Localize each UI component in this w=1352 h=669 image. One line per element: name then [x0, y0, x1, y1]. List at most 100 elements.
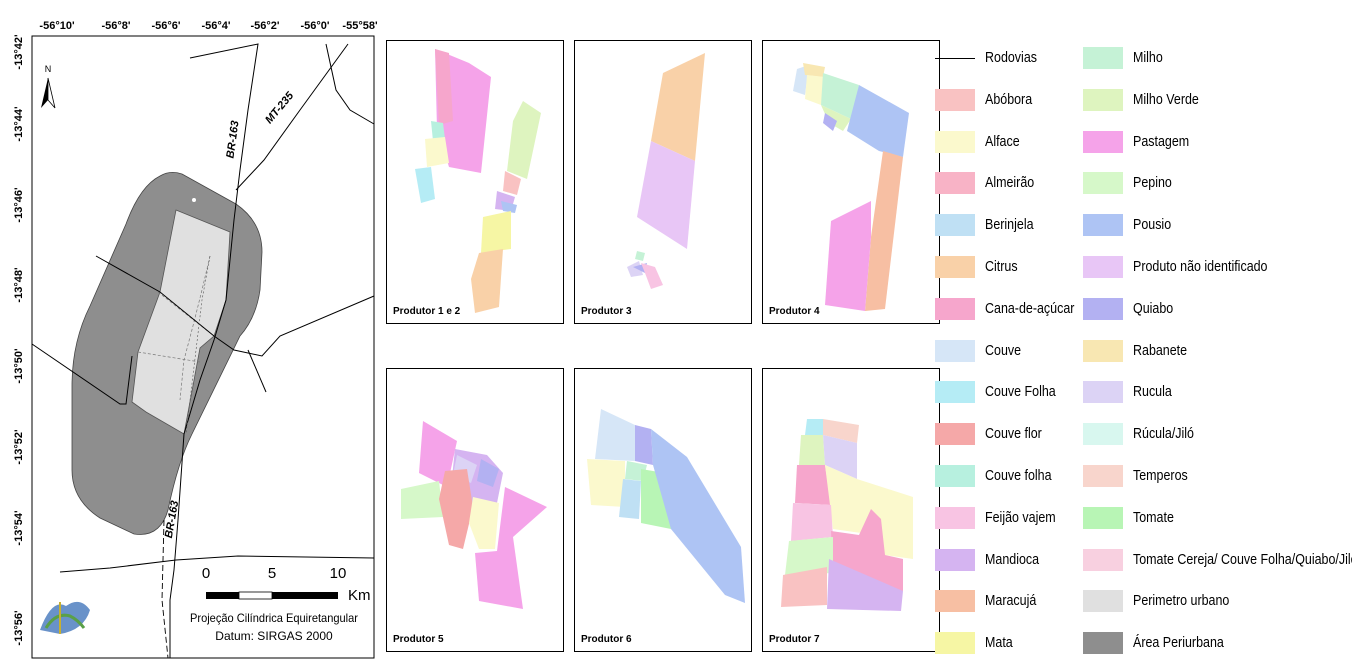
legend-label: Citrus: [985, 259, 1018, 275]
legend-label: Rúcula/Jiló: [1133, 426, 1194, 443]
panel-label: Produtor 3: [581, 306, 632, 317]
panel-produtor-7: Produtor 7: [762, 368, 940, 652]
legend-label: Quiabo: [1133, 300, 1174, 317]
panel-produtor-3: Produtor 3: [574, 40, 752, 324]
legend-swatch: [935, 423, 975, 446]
legend-label: Couve folha: [985, 468, 1052, 484]
legend-label: Feijão vajem: [985, 509, 1056, 526]
field-maracuja: [865, 151, 903, 311]
panel-produtor-6: Produtor 6: [574, 368, 752, 652]
legend: Rodovias Abóbora Alface Almeirão Berinjela Ci…: [935, 44, 1352, 664]
panel-map: [627, 53, 705, 289]
field-alface: [469, 497, 499, 549]
legend-item: Perimetro urbano: [1083, 589, 1245, 613]
field-pastagem: [825, 201, 871, 311]
legend-swatch: [935, 130, 975, 153]
lon-tick: -56°2': [250, 20, 279, 32]
field-mata: [481, 211, 511, 253]
legend-label: Temperos: [1133, 468, 1188, 484]
lat-tick: -13°48': [13, 267, 25, 303]
field-milho: [635, 251, 645, 261]
field-milho-verde: [507, 101, 541, 179]
legend-swatch: [1083, 339, 1123, 362]
legend-swatch: [1083, 256, 1123, 278]
legend-item: Área Periurbana: [1083, 631, 1239, 655]
panel-label: Produtor 1 e 2: [393, 306, 461, 317]
field-alface: [587, 459, 625, 507]
legend-label: Pousio: [1133, 217, 1172, 234]
legend-item: Milho Verde: [1083, 88, 1210, 112]
lat-tick: -13°42': [13, 34, 25, 70]
legend-label: Almeirão: [985, 175, 1035, 192]
field-berinjela: [619, 479, 641, 519]
field-quiabo: [477, 459, 499, 487]
legend-swatch: [935, 590, 975, 613]
legend-label: Perimetro urbano: [1133, 593, 1230, 610]
legend-item: Almeirão: [935, 171, 1042, 195]
field-feijao-vajem: [791, 503, 833, 541]
legend-item: Alface: [935, 130, 1025, 154]
legend-item: Milho: [1083, 46, 1168, 70]
legend-swatch: [935, 632, 975, 655]
field-couve-folha-2: [415, 167, 435, 203]
field-rucula: [823, 435, 857, 479]
datum-text: Datum: SIRGAS 2000: [215, 629, 333, 643]
field-pousio: [651, 429, 745, 603]
scale-tick-label: 10: [330, 565, 347, 582]
legend-swatch: [935, 214, 975, 237]
field-milho: [821, 73, 859, 119]
legend-label: Mata: [985, 635, 1013, 652]
lat-tick: -13°56': [13, 610, 25, 646]
legend-item: Rodovias: [935, 46, 1045, 70]
lat-tick: -13°44': [13, 106, 25, 142]
legend-swatch: [1083, 548, 1123, 571]
legend-item: Couve Folha: [935, 380, 1067, 404]
lon-tick: -56°10': [39, 20, 75, 32]
field-abobora: [781, 567, 827, 607]
legend-item: Pepino: [1083, 171, 1178, 195]
legend-item: Quiabo: [1083, 297, 1180, 321]
legend-label: Rabanete: [1133, 342, 1188, 359]
legend-label: Couve: [985, 342, 1022, 359]
panel-map: [587, 409, 745, 603]
field-pousio: [501, 201, 517, 213]
north-arrow: N: [41, 64, 56, 109]
legend-label: Milho: [1133, 50, 1163, 66]
scale-bar: 0 5 10 Km: [202, 565, 371, 604]
legend-item: Mata: [935, 631, 1017, 655]
legend-line-swatch: [935, 57, 975, 59]
legend-swatch: [1083, 590, 1123, 613]
legend-item: Tomate Cereja/ Couve Folha/Quiabo/Jiló: [1083, 548, 1352, 572]
field-feijao-vajem: [641, 263, 663, 289]
field-quiabo: [635, 425, 653, 465]
legend-swatch: [1083, 130, 1123, 153]
field-produto-nao-identificado: [637, 141, 695, 249]
legend-swatch: [1083, 297, 1123, 320]
lat-tick: -13°54': [13, 510, 25, 546]
panel-label: Produtor 7: [769, 634, 820, 645]
field-couve-folha: [805, 419, 823, 435]
legend-label: Abóbora: [985, 91, 1033, 108]
field-rabanete: [803, 63, 825, 77]
panel-produtor-5: Produtor 5: [386, 368, 564, 652]
legend-item: Tomate: [1083, 506, 1181, 530]
legend-label: Produto não identificado: [1133, 259, 1268, 275]
lat-tick: -13°52': [13, 429, 25, 465]
field-couve-flor: [439, 469, 473, 549]
field-cana: [435, 49, 453, 125]
legend-label: Rodovias: [985, 50, 1037, 66]
legend-label: Tomate Cereja/ Couve Folha/Quiabo/Jiló: [1133, 551, 1352, 568]
field-quiabo: [823, 113, 837, 131]
legend-item: Pousio: [1083, 213, 1177, 237]
roads: [31, 43, 375, 658]
panel-map: [415, 49, 541, 313]
legend-label: Pepino: [1133, 175, 1172, 192]
scale-unit: Km: [348, 587, 371, 604]
field-temperos: [823, 419, 859, 443]
lon-tick: -55°58': [342, 20, 378, 32]
scale-tick-label: 0: [202, 565, 210, 582]
lab-logo: [36, 598, 92, 636]
lon-tick: -56°0': [300, 20, 329, 32]
field-pastagem: [419, 421, 457, 487]
field-citrus: [471, 249, 503, 313]
